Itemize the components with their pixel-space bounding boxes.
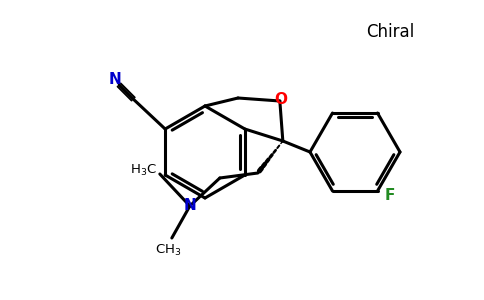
Text: N: N — [183, 199, 196, 214]
Text: H$_3$C: H$_3$C — [130, 162, 157, 178]
Text: Chiral: Chiral — [366, 23, 414, 41]
Text: O: O — [274, 92, 287, 106]
Text: N: N — [109, 73, 121, 88]
Text: CH$_3$: CH$_3$ — [154, 242, 181, 257]
Text: F: F — [384, 188, 394, 203]
